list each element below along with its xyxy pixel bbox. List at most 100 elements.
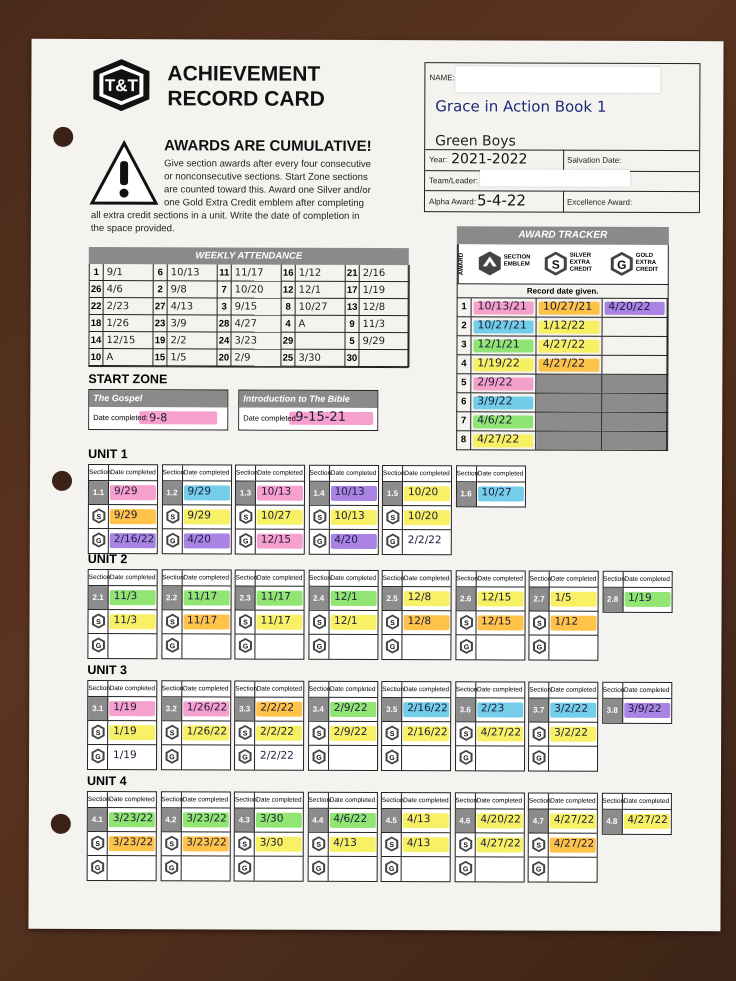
emblem-cell: G <box>529 635 550 660</box>
gold-emblem-icon: G <box>458 860 472 876</box>
gold-credit-row: G <box>161 856 229 881</box>
section-box: Section Date completed 2.8 1/19 <box>602 570 673 614</box>
section-date-row: 2.3 11/17 <box>235 586 304 611</box>
date-cell: 11/17 <box>182 586 230 609</box>
date-value: 4/13 <box>333 836 357 849</box>
section-label: Section <box>88 680 110 697</box>
section-date-row: 2.4 12/1 <box>309 586 378 612</box>
date-value: 2/9/22 <box>333 701 368 714</box>
silver-credit-row: S 2/16/22 <box>382 722 451 747</box>
start-zone-gospel: The Gospel Date completed: 9-8 <box>88 388 229 431</box>
gold-credit-row: G 2/2/22 <box>235 745 303 770</box>
date-cell: 2/23 <box>476 698 524 721</box>
date-value: 1/19 <box>113 749 137 762</box>
date-value: 3/23/22 <box>186 836 227 849</box>
date-cell: 4/13 <box>328 833 376 856</box>
week-number: 11 <box>217 264 232 282</box>
year-value: 2021-2022 <box>451 151 528 168</box>
svg-text:S: S <box>169 841 174 848</box>
svg-text:S: S <box>464 620 469 627</box>
award-date-cell <box>536 393 602 412</box>
unit-title: UNIT 2 <box>87 551 128 567</box>
emblem-cell: S <box>88 609 109 634</box>
title-line-1: ACHIEVEMENT <box>167 62 321 86</box>
date-value: 9/29 <box>187 509 212 522</box>
section-number: 4.2 <box>161 808 182 832</box>
date-value: 3/23/22 <box>112 836 154 849</box>
week-date: 3/9 <box>167 315 218 333</box>
award-date: 10/27/21 <box>542 299 593 313</box>
start-zone-date: Date completed: 9-15-21 <box>239 407 378 431</box>
section-label: Section <box>603 571 625 587</box>
award-date-cell <box>601 412 668 432</box>
week-date <box>359 349 410 368</box>
week-number: 15 <box>153 349 168 367</box>
svg-text:G: G <box>170 538 176 545</box>
silver-emblem-icon: S <box>165 508 179 524</box>
section-number: 3.8 <box>602 698 623 723</box>
date-cell: 11/17 <box>182 610 230 633</box>
date-value: 11/17 <box>260 590 291 603</box>
section-number: 2.2 <box>162 586 183 610</box>
emblem-cell: G <box>235 634 256 659</box>
gold-emblem-icon: G <box>165 748 179 764</box>
date-cell: 1/19 <box>108 721 156 744</box>
date-value: 3/23/22 <box>186 812 227 825</box>
emblem-cell: S <box>529 722 550 746</box>
emblem-cell: G <box>308 634 329 659</box>
section-date-row: 3.8 3/9/22 <box>602 698 671 723</box>
date-value: 3/2/22 <box>554 726 588 739</box>
date-cell: 4/20 <box>182 529 230 553</box>
award-date-cell: 10/13/21 <box>471 298 537 317</box>
emblem-cell: G <box>234 856 255 881</box>
week-number: 5 <box>345 332 360 350</box>
section-label: Section <box>161 792 183 808</box>
section-header: Section Date completed <box>308 681 377 699</box>
silver-emblem-icon: S <box>312 509 326 525</box>
gold-emblem-icon: G <box>532 639 546 655</box>
section-date-row: 4.2 3/23/22 <box>161 808 230 833</box>
date-cell: 11/17 <box>255 611 303 634</box>
date-value: 11/3 <box>113 614 138 627</box>
section-header: Section Date completed <box>456 466 525 483</box>
date-value: 1/26/22 <box>186 725 228 738</box>
date-cell <box>402 857 450 881</box>
emblem-cell: S <box>455 722 476 746</box>
section-date-row: 2.1 11/3 <box>88 585 157 611</box>
silver-credit-row: S 11/17 <box>161 610 231 635</box>
date-value: 4/13 <box>406 837 431 850</box>
date-cell: 3/2/22 <box>549 723 597 746</box>
award-date-cell <box>602 355 668 375</box>
date-completed-label: Date completed <box>109 796 155 804</box>
start-zone-title: START ZONE <box>88 371 168 387</box>
emblem-cell: S <box>235 610 256 634</box>
svg-text:G: G <box>95 754 101 761</box>
date-value: 2/9/22 <box>333 725 368 738</box>
gold-emblem-icon: G <box>312 533 326 549</box>
svg-text:G: G <box>617 258 626 272</box>
date-value: 12/15 <box>260 533 292 546</box>
date-cell: 9/29 <box>109 505 157 528</box>
section-date-row: 4.8 4/27/22 <box>602 809 670 834</box>
silver-credit-row: S 4/13 <box>308 832 377 858</box>
date-value: 11/17 <box>187 590 218 603</box>
svg-text:G: G <box>389 755 395 762</box>
emblem-cell: G <box>162 529 183 554</box>
gold-credit-row: G 1/19 <box>88 744 156 770</box>
section-header: Section Date completed <box>89 464 158 482</box>
silver-emblem-icon: S <box>92 508 106 524</box>
week-number: 9 <box>345 315 360 333</box>
section-box: Section Date completed 1.1 9/29 S 9/29 G 2/16/2… <box>87 463 159 555</box>
section-header: Section Date completed <box>382 682 451 699</box>
gold-emblem-icon: G <box>312 749 326 765</box>
week-number: 25 <box>281 349 296 367</box>
section-date-row: 2.5 12/8 <box>382 587 451 612</box>
date-cell <box>475 857 523 881</box>
section-number: 4.5 <box>381 809 402 833</box>
date-value: 12/8 <box>407 615 432 628</box>
date-cell <box>402 746 450 770</box>
gold-emblem-icon: G <box>386 533 400 549</box>
col-section-emblem: SECTION EMBLEM <box>503 254 531 268</box>
gold-credit-row: G <box>308 745 377 770</box>
svg-text:G: G <box>315 866 321 873</box>
